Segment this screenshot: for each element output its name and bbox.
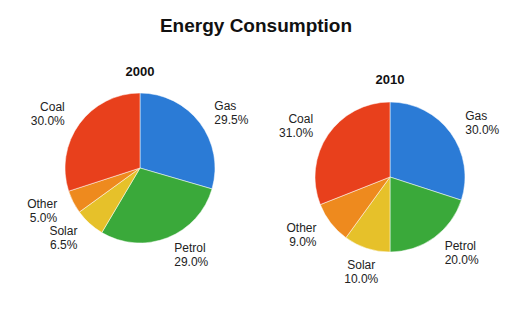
slice-category-label: Coal	[40, 100, 65, 114]
chart-title: 2000	[126, 64, 155, 79]
slice-category-label: Solar	[49, 224, 77, 238]
slice-value-label: 10.0%	[344, 272, 378, 286]
slice-category-label: Gas	[465, 109, 487, 123]
slice-category-label: Petrol	[174, 241, 205, 255]
slice-value-label: 29.0%	[174, 255, 208, 269]
slice-category-label: Petrol	[445, 239, 476, 253]
pie-chart: 2010 Gas30.0% Petrol20.0% Solar10.0% Other9.…	[279, 72, 500, 286]
slice-category-label: Gas	[214, 99, 236, 113]
slice-value-label: 31.0%	[279, 126, 313, 140]
slices	[315, 102, 465, 252]
slice-category-label: Other	[27, 197, 57, 211]
slice-value-label: 20.0%	[445, 253, 479, 267]
pie-slice	[65, 93, 140, 191]
slice-value-label: 6.5%	[50, 238, 78, 252]
slice-value-label: 30.0%	[31, 114, 65, 128]
plot-area	[65, 93, 215, 243]
slice-category-label: Other	[286, 221, 316, 235]
pie-slice	[315, 102, 390, 205]
slice-category-label: Solar	[347, 258, 375, 272]
slice-value-label: 5.0%	[30, 211, 58, 225]
slice-category-label: Coal	[288, 112, 313, 126]
slice-value-label: 30.0%	[465, 123, 499, 137]
chart-root: Energy Consumption2000Gas29.5%Petrol29.0…	[0, 0, 512, 332]
slice-labels: Gas30.0% Petrol20.0% Solar10.0% Other9.0% Co…	[279, 109, 500, 286]
main-title: Energy Consumption	[160, 15, 352, 36]
slice-labels: Gas29.5% Petrol29.0% Solar6.5% Other5.0% Coa…	[27, 99, 249, 269]
pie-chart: 2000 Gas29.5% Petrol29.0% Solar6.5% Other5.0…	[27, 64, 249, 269]
slices	[65, 93, 215, 243]
chart-title: 2010	[376, 72, 405, 87]
plot-area	[315, 102, 465, 252]
slice-value-label: 9.0%	[289, 235, 317, 249]
slice-value-label: 29.5%	[214, 113, 248, 127]
